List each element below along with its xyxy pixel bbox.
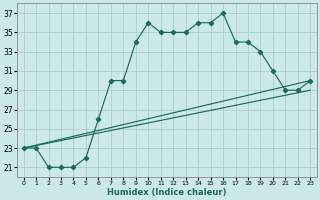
X-axis label: Humidex (Indice chaleur): Humidex (Indice chaleur) [107,188,227,197]
